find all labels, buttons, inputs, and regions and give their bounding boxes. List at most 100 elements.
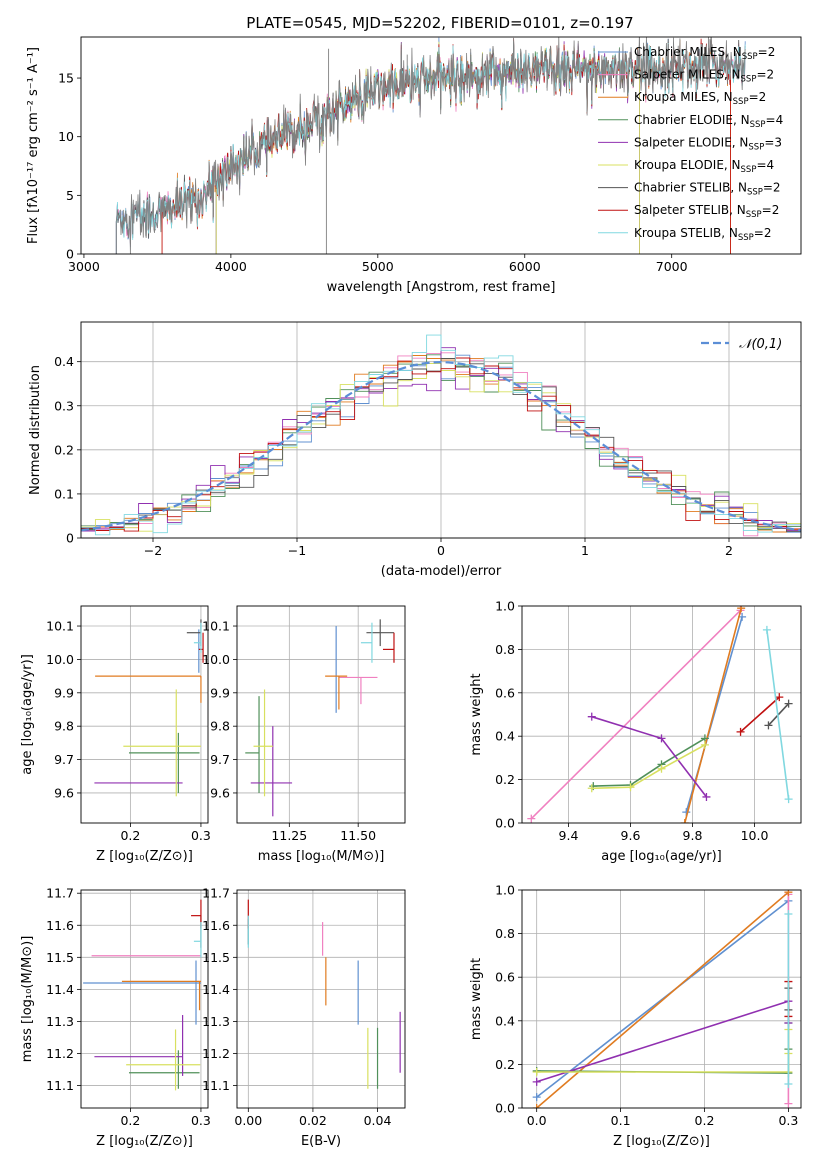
y-tick-label: 11.5 — [202, 950, 230, 965]
legend-entry: Kroupa MILES, NSSP=2 — [634, 90, 766, 107]
y-tick-label: 9.6 — [210, 785, 230, 800]
mass-weight-marker — [657, 764, 666, 773]
mass-weight-marker — [784, 1080, 793, 1089]
x-tick-label: 0.0 — [527, 1113, 547, 1128]
mass-weight-marker — [702, 792, 711, 801]
legend-entry: Kroupa STELIB, NSSP=2 — [634, 226, 772, 243]
x-axis-label: Z [log₁₀(Z/Z⊙)] — [613, 1134, 710, 1149]
y-tick-label: 5 — [66, 188, 74, 203]
y-tick-label: 9.7 — [54, 752, 74, 767]
axes-frame — [521, 889, 802, 1109]
error-bar-point — [121, 980, 201, 1011]
y-tick-label: 0.8 — [495, 642, 515, 657]
x-tick-label: 9.4 — [559, 828, 579, 843]
y-tick-label: 0.4 — [495, 1013, 515, 1028]
axes-frame — [236, 605, 406, 824]
legend-entry: Chabrier ELODIE, NSSP=4 — [634, 113, 783, 130]
mass-weight-marker — [680, 819, 689, 823]
y-tick-label: 0.8 — [495, 926, 515, 941]
mass-weight-marker — [784, 699, 793, 708]
error-bar-point — [245, 696, 260, 793]
mass-weight-marker — [532, 1104, 541, 1108]
mass-weight-marker — [626, 783, 635, 792]
chart-residuals: −2 −1 0 1 2 0 0.1 0.2 0.3 0.4 (data-model)/error No… — [28, 321, 802, 579]
mass-weight-marker — [657, 734, 666, 743]
x-tick-label: 0 — [437, 543, 445, 558]
mass-weight-marker — [762, 625, 771, 634]
y-tick-label: 9.9 — [210, 685, 230, 700]
chart-mass-vs-ebv: 0.00 0.02 0.04 11.1 11.2 11.3 11.4 11.5 11.6 11.7… — [202, 886, 406, 1149]
y-axis-label: mass weight — [469, 673, 484, 755]
x-axis-label: mass [log₁₀(M/M⊙)] — [258, 849, 385, 864]
y-tick-label: 0.2 — [495, 772, 515, 787]
axes-frame — [80, 605, 209, 824]
y-tick-label: 9.8 — [210, 719, 230, 734]
legend-entry: Salpeter MILES, NSSP=2 — [634, 68, 774, 85]
legend-entry: Chabrier STELIB, NSSP=2 — [634, 181, 781, 198]
error-bar-point — [338, 676, 378, 705]
y-tick-label: 0 — [66, 247, 74, 262]
x-axis-label: E(B-V) — [301, 1134, 341, 1149]
x-tick-label: −1 — [288, 543, 306, 558]
x-tick-label: 0.3 — [191, 1113, 211, 1128]
x-axis-label: Z [log₁₀(Z/Z⊙)] — [96, 849, 193, 864]
error-bar-point — [95, 675, 202, 703]
mass-weight-marker — [532, 1077, 541, 1086]
x-tick-label: 0.2 — [120, 1113, 140, 1128]
x-tick-label: 0.00 — [234, 1113, 262, 1128]
mass-weight-marker — [587, 784, 596, 793]
mass-weight-line — [536, 900, 789, 1098]
x-tick-label: 0.3 — [778, 1113, 798, 1128]
y-axis-label: mass [log₁₀(M/M⊙)] — [20, 936, 35, 1063]
y-tick-label: 11.3 — [46, 1014, 74, 1029]
y-tick-label: 0.0 — [495, 816, 515, 831]
y-tick-label: 11.1 — [202, 1078, 230, 1093]
y-tick-label: 0.4 — [54, 354, 74, 369]
y-tick-label: 0.1 — [54, 486, 74, 501]
plot-area — [115, 37, 746, 254]
error-bar-point — [250, 726, 293, 817]
mass-weight-marker — [700, 740, 709, 749]
y-tick-label: 0.2 — [54, 442, 74, 457]
x-axis-label: Z [log₁₀(Z/Z⊙)] — [96, 1134, 193, 1149]
figure-title: PLATE=0545, MJD=52202, FIBERID=0101, z=0… — [246, 14, 633, 32]
mass-weight-line — [536, 1029, 790, 1073]
x-axis-label: wavelength [Angstrom, rest frame] — [327, 280, 556, 295]
y-tick-label: 10.0 — [202, 652, 230, 667]
y-tick-label: 11.4 — [202, 982, 230, 997]
error-bar-point — [94, 1015, 184, 1076]
y-tick-label: 11.6 — [202, 918, 230, 933]
mass-weight-marker — [784, 909, 793, 918]
y-tick-label: 10 — [58, 129, 74, 144]
error-bar-point — [360, 622, 373, 663]
error-bar-point — [128, 1050, 200, 1089]
x-tick-label: 0.02 — [299, 1113, 327, 1128]
y-tick-label: 0.2 — [495, 1057, 515, 1072]
plot-area — [532, 890, 793, 1108]
error-bar-point — [128, 732, 200, 793]
plot-area — [527, 606, 793, 823]
mass-weight-line — [593, 737, 706, 787]
y-tick-label: 10.0 — [46, 652, 74, 667]
y-tick-label: 9.8 — [54, 719, 74, 734]
x-tick-label: 7000 — [656, 259, 688, 274]
x-tick-label: 11.50 — [340, 828, 376, 843]
y-tick-label: 1.0 — [495, 883, 515, 898]
y-axis-label: Flux [fλ10⁻¹⁷ erg cm⁻² s⁻¹ A⁻¹] — [26, 47, 41, 244]
x-tick-label: 9.6 — [621, 828, 641, 843]
mass-weight-marker — [737, 606, 746, 613]
y-tick-label: 9.9 — [54, 685, 74, 700]
legend-entry: Salpeter ELODIE, NSSP=3 — [634, 135, 782, 152]
mass-weight-marker — [784, 890, 793, 897]
y-tick-label: 11.2 — [202, 1046, 230, 1061]
chart-spectrum: 3000 4000 5000 6000 7000 0 5 10 15 wavelength [An… — [26, 36, 802, 295]
mass-weight-line — [684, 607, 742, 823]
mass-weight-marker — [527, 814, 536, 823]
y-tick-label: 10.1 — [46, 619, 74, 634]
y-tick-label: 10.1 — [202, 619, 230, 634]
y-axis-label: Normed distribution — [28, 365, 43, 495]
x-tick-label: 1 — [581, 543, 589, 558]
x-tick-label: 6000 — [509, 259, 541, 274]
x-tick-label: 0.04 — [364, 1113, 392, 1128]
y-tick-label: 0.6 — [495, 685, 515, 700]
